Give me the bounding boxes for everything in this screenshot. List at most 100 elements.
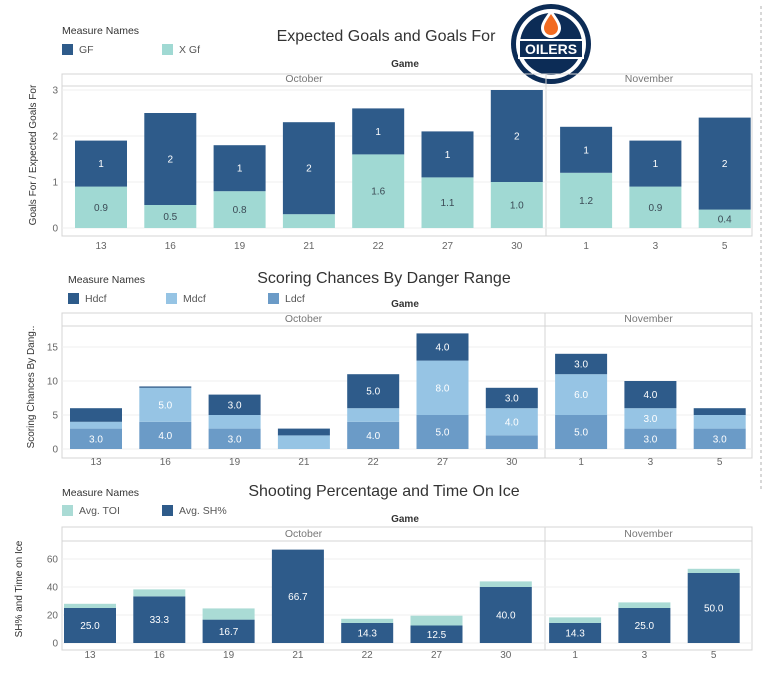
bar-data-label: 3.0 (228, 400, 242, 411)
header-label: Game (391, 299, 419, 310)
bar-segment (213, 191, 266, 228)
legend-entry: Avg. TOI (79, 505, 120, 517)
bar-segment (555, 353, 608, 375)
x-tick-label: 21 (292, 650, 304, 661)
bar-data-label: 12.5 (427, 630, 447, 641)
bar-data-label: 1 (237, 164, 243, 175)
plot-frame (61, 312, 753, 459)
bar-segment (490, 182, 543, 228)
bar-segment (352, 108, 405, 155)
bar-segment (618, 608, 671, 643)
x-tick-label: 30 (511, 241, 523, 252)
x-tick-label: 27 (431, 650, 443, 661)
legend-entry: Hdcf (85, 293, 107, 305)
bar-segment (352, 154, 405, 228)
bar-segment (341, 622, 394, 643)
y-axis-label: SH% and Time on Ice (14, 540, 25, 637)
x-tick-label: 22 (368, 457, 380, 468)
bar-data-label: 0.9 (648, 203, 662, 214)
plot-frame (61, 73, 753, 237)
y-tick-label: 10 (47, 377, 59, 388)
x-tick-label: 1 (583, 241, 589, 252)
x-tick-label: 16 (160, 457, 172, 468)
bar-segment (560, 172, 613, 228)
bar-segment (347, 408, 400, 422)
legend-swatch (62, 44, 73, 55)
plot-frame (61, 526, 753, 651)
bar-data-label: 4.0 (643, 390, 657, 401)
bar-data-label: 0.5 (163, 212, 177, 223)
bar-segment (549, 622, 602, 643)
y-tick-label: 60 (47, 555, 59, 566)
bar-data-label: 1.0 (510, 201, 524, 212)
bar-segment (693, 428, 746, 449)
bar-data-label: 3.0 (713, 434, 727, 445)
group-label: November (624, 528, 673, 540)
bar-data-label: 5.0 (574, 428, 588, 439)
y-tick-label: 0 (52, 445, 58, 456)
legend-entry: X Gf (179, 44, 200, 56)
bar-segment (208, 428, 261, 449)
x-tick-label: 1 (572, 650, 578, 661)
bar-segment (213, 145, 266, 192)
bar-data-label: 1 (653, 159, 659, 170)
x-tick-label: 21 (298, 457, 310, 468)
group-label: November (624, 313, 673, 325)
bar-segment (277, 435, 330, 449)
bar-data-label: 66.7 (288, 592, 308, 603)
bar-segment (421, 131, 474, 178)
bar-segment (693, 408, 746, 415)
bar-data-label: 2 (306, 164, 312, 175)
legend-swatch (68, 293, 79, 304)
shooting-percentage-chart: Shooting Percentage and Time On Ice Measu… (14, 483, 753, 661)
y-tick-label: 40 (47, 583, 59, 594)
bar-data-label: 4.0 (505, 417, 519, 428)
bar-segment (555, 415, 608, 449)
bar-segment (410, 625, 463, 643)
chart-title: Scoring Chances By Danger Range (257, 270, 511, 287)
legend-swatch (166, 293, 177, 304)
header-label: Game (391, 514, 419, 525)
bar-segment (555, 374, 608, 415)
bar-segment (271, 549, 324, 643)
bar-segment (485, 387, 538, 409)
bar-data-label: 2 (168, 155, 174, 166)
bar-data-label: 1 (375, 127, 381, 138)
bar-segment (479, 581, 532, 587)
x-tick-label: 13 (84, 650, 96, 661)
bar-segment (341, 618, 394, 623)
bar-segment (479, 587, 532, 643)
bar-data-label: 1.2 (579, 196, 593, 207)
bar-segment (485, 408, 538, 436)
logo-wordmark: OILERS (525, 41, 577, 57)
bar-data-label: 25.0 (80, 621, 100, 632)
bar-segment (139, 386, 192, 388)
bar-segment (282, 214, 335, 228)
bar-segment (139, 421, 192, 449)
chart-title: Expected Goals and Goals For (277, 28, 496, 45)
bar-segment (70, 421, 122, 429)
legend-swatch (162, 505, 173, 516)
bar-segment (421, 177, 474, 228)
bar-data-label: 14.3 (565, 628, 585, 639)
bar-data-label: 3.0 (643, 434, 657, 445)
bar-data-label: 16.7 (219, 627, 239, 638)
x-tick-label: 22 (373, 241, 385, 252)
y-tick-label: 5 (52, 411, 58, 422)
bar-segment (629, 186, 682, 228)
bar-segment (64, 603, 116, 608)
bar-segment (698, 117, 751, 210)
y-axis-label: Goals For / Expected Goals For (28, 84, 39, 225)
bar-segment (347, 374, 400, 409)
bar-segment (64, 608, 116, 643)
group-label: November (625, 73, 674, 85)
bar-data-label: 1 (583, 145, 589, 156)
bar-data-label: 25.0 (635, 621, 655, 632)
bar-data-label: 2 (722, 159, 728, 170)
bar-data-label: 3.0 (228, 434, 242, 445)
bar-segment (70, 428, 122, 449)
bar-data-label: 40.0 (496, 611, 516, 622)
bar-data-label: 8.0 (436, 383, 450, 394)
legend-title: Measure Names (62, 487, 139, 499)
